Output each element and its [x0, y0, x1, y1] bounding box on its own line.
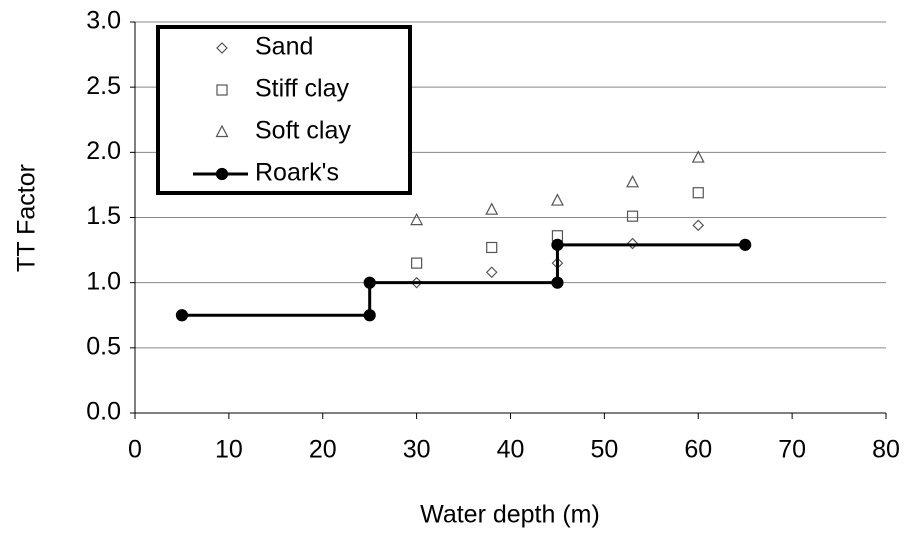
data-point	[485, 266, 498, 279]
y-axis-label: TT Factor	[13, 164, 41, 272]
data-point	[626, 210, 639, 222]
x-tick-label: 60	[684, 436, 712, 464]
y-tick-label: 0.5	[86, 332, 121, 360]
data-point	[485, 202, 499, 215]
y-tick-label: 3.0	[86, 7, 121, 35]
x-tick-label: 20	[309, 436, 337, 464]
legend-label: Sand	[255, 33, 313, 61]
x-tick-label: 50	[590, 436, 618, 464]
data-point	[692, 187, 704, 199]
x-tick-label: 80	[872, 436, 900, 464]
legend-label: Roark's	[255, 159, 339, 187]
legend-label: Stiff clay	[255, 75, 350, 103]
data-point	[410, 276, 423, 289]
y-tick-label: 1.5	[86, 202, 121, 230]
x-tick-label: 70	[778, 436, 806, 464]
legend-marker	[216, 42, 228, 54]
x-tick-label: 30	[403, 436, 431, 464]
data-point	[486, 241, 498, 254]
data-point	[691, 150, 705, 163]
y-tick-label: 2.0	[86, 137, 121, 165]
data-point	[626, 237, 639, 250]
data-point	[551, 238, 564, 251]
data-point	[410, 212, 424, 226]
x-tick-label: 40	[497, 436, 525, 464]
data-point	[363, 276, 376, 289]
legend-marker	[215, 167, 229, 181]
y-tick-label: 1.0	[86, 267, 121, 295]
legend-marker	[216, 84, 228, 96]
x-tick-label: 10	[215, 436, 243, 464]
data-point	[411, 257, 423, 269]
data-point	[739, 238, 752, 251]
data-point	[550, 193, 564, 206]
data-point	[363, 309, 376, 322]
legend-marker	[215, 124, 229, 138]
y-tick-label: 0.0	[86, 398, 121, 426]
data-point	[692, 219, 705, 232]
data-point	[551, 276, 564, 289]
y-tick-label: 2.5	[86, 72, 121, 100]
x-tick-label: 0	[128, 436, 142, 464]
series-line	[181, 243, 746, 317]
data-point	[175, 309, 189, 322]
legend-box	[156, 25, 412, 195]
x-axis-label: Water depth (m)	[420, 501, 600, 529]
data-point	[626, 175, 640, 188]
legend-label: Soft clay	[255, 117, 351, 145]
